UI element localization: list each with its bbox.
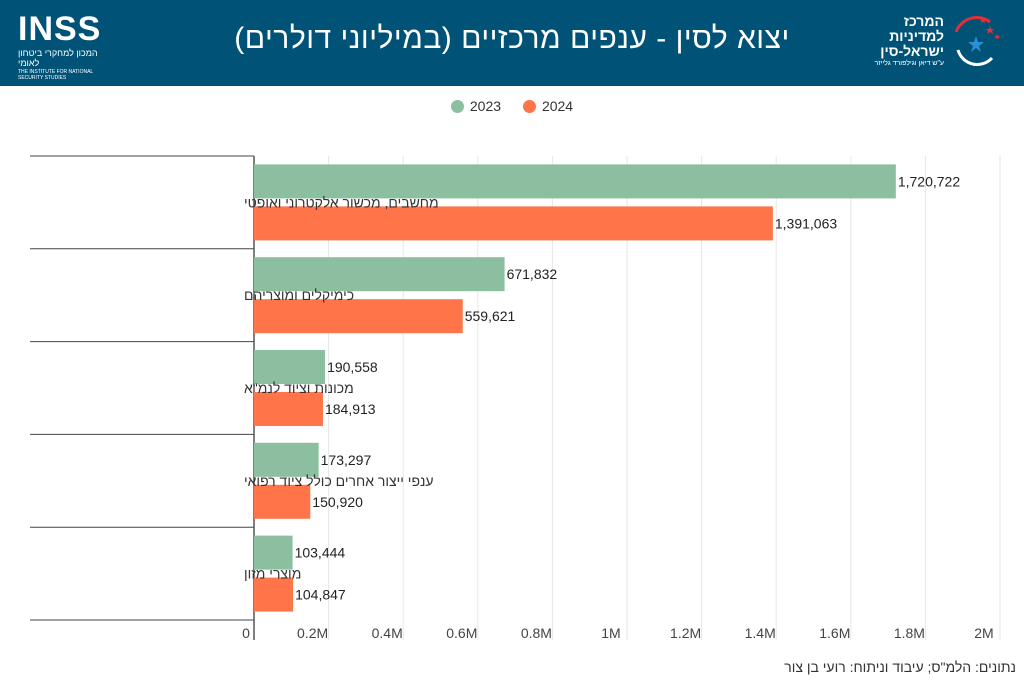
page-title: יצוא לסין - ענפים מרכזיים (במיליוני דולר… [234,22,790,55]
data-label: 190,558 [327,359,378,375]
bar [254,484,311,519]
category-label: כימיקלים ומוצריהם [244,287,354,303]
header-bar: INSS המכון למחקרי ביטחון לאומי THE INSTI… [0,0,1024,94]
data-label: 150,920 [312,494,363,510]
bar [254,535,293,570]
x-tick-label: 0.8M [521,625,552,641]
bar [254,206,773,241]
data-label: 1,720,722 [898,173,960,189]
bar [254,392,323,426]
center-logo-line3: ישראל-סין [880,43,944,59]
x-tick-label: 1.6M [819,625,850,641]
bar [254,257,505,292]
bar [254,164,896,199]
category-label: ענפי ייצור אחרים כולל ציוד רפואי [244,473,434,489]
center-logo-text: המרכז למדיניות ישראל-סין ע"ש דיאן וגילפו… [875,14,944,68]
china-policy-center-logo: המרכז למדיניות ישראל-סין ע"ש דיאן וגילפו… [854,10,1004,76]
inss-logo-hebrew: המכון למחקרי ביטחון לאומי [18,48,98,68]
inss-logo-brand: INSS [18,10,102,48]
inss-logo-dots-icon: ●●● [18,83,43,94]
x-tick-label: 0.4M [372,625,403,641]
center-logo-line4: ע"ש דיאן וגילפורד גלייזר [874,60,944,67]
bar [254,442,319,477]
center-logo-line1: המרכז [903,13,944,29]
x-tick-label: 1.2M [670,625,701,641]
source-note: נתונים: הלמ"ס; עיבוד וניתוח: רועי בן צור [784,659,1016,675]
star-emblem-icon [954,16,1000,66]
legend-label-2024: 2024 [541,98,574,114]
legend-item-2024: 2024 [522,98,574,114]
legend-swatch-2023 [450,100,464,113]
category-label: מחשבים, מכשור אלקטרוני ואופטי [244,194,439,210]
x-tick-label: 2M [974,625,993,641]
x-tick-label: 1M [601,625,620,641]
data-label: 173,297 [321,452,372,468]
bar [254,350,326,384]
legend-label-2023: 2023 [469,98,502,114]
center-logo-line2: למדיניות [889,28,944,44]
data-label: 1,391,063 [775,215,837,231]
category-label: מוצרי מזון [244,566,301,582]
x-tick-label: 1.8M [894,625,925,641]
data-label: 184,913 [325,401,376,417]
x-tick-label: 0.2M [297,625,328,641]
legend-swatch-2024 [522,100,536,113]
bar [254,577,294,612]
category-label: מכונות וציוד לנמ"א [244,380,354,396]
inss-logo-english: THE INSTITUTE FOR NATIONAL SECURITY STUD… [18,69,94,81]
data-label: 103,444 [295,545,346,561]
data-label: 559,621 [465,308,516,324]
inss-logo: INSS המכון למחקרי ביטחון לאומי THE INSTI… [18,10,118,94]
data-label: 671,832 [507,266,558,282]
bar [254,299,463,334]
legend-item-2023: 2023 [450,98,502,114]
x-tick-label: 0.6M [446,625,477,641]
chart-legend: 2023 2024 [0,98,1024,114]
x-tick-label: 0 [242,625,250,641]
data-label: 104,847 [295,587,346,603]
x-tick-label: 1.4M [745,625,776,641]
